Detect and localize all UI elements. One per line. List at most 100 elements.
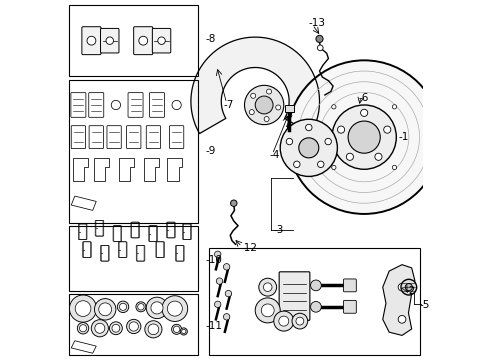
Bar: [69, 294, 198, 355]
Circle shape: [278, 316, 288, 326]
Circle shape: [264, 117, 268, 122]
Circle shape: [280, 119, 337, 176]
FancyBboxPatch shape: [284, 105, 293, 112]
Circle shape: [139, 36, 147, 45]
Text: -8: -8: [205, 34, 215, 44]
Circle shape: [258, 278, 276, 296]
Polygon shape: [190, 37, 319, 134]
Circle shape: [214, 301, 221, 307]
Circle shape: [244, 85, 283, 125]
Circle shape: [106, 37, 113, 44]
Circle shape: [391, 165, 396, 170]
Circle shape: [230, 200, 237, 206]
Circle shape: [255, 298, 280, 323]
Circle shape: [216, 278, 222, 284]
Circle shape: [250, 93, 255, 98]
Circle shape: [225, 291, 231, 297]
Circle shape: [223, 314, 229, 320]
Circle shape: [94, 298, 116, 320]
Circle shape: [167, 301, 182, 316]
FancyBboxPatch shape: [343, 300, 356, 313]
Circle shape: [249, 110, 254, 114]
Text: -5: -5: [419, 300, 429, 310]
FancyBboxPatch shape: [152, 28, 170, 53]
Circle shape: [383, 126, 390, 133]
Circle shape: [331, 105, 335, 109]
Text: -13: -13: [308, 18, 325, 28]
Circle shape: [275, 105, 280, 110]
Circle shape: [129, 322, 138, 331]
Circle shape: [360, 109, 367, 116]
Circle shape: [325, 138, 331, 145]
Circle shape: [261, 304, 274, 317]
Circle shape: [346, 153, 353, 160]
Circle shape: [148, 324, 159, 335]
Circle shape: [347, 121, 380, 153]
Circle shape: [223, 264, 229, 270]
Circle shape: [255, 96, 272, 114]
Circle shape: [331, 165, 335, 170]
Circle shape: [305, 124, 311, 131]
Circle shape: [337, 126, 344, 133]
Circle shape: [298, 138, 318, 158]
Bar: [69, 5, 198, 76]
Circle shape: [99, 303, 111, 316]
Circle shape: [310, 280, 321, 291]
Circle shape: [331, 105, 395, 169]
Text: -2: -2: [405, 286, 415, 296]
Text: -3: -3: [272, 225, 283, 235]
FancyBboxPatch shape: [133, 27, 152, 55]
Text: -1: -1: [397, 132, 407, 142]
Bar: [69, 226, 198, 291]
Circle shape: [400, 279, 416, 295]
Bar: [208, 248, 419, 355]
Circle shape: [180, 328, 187, 335]
Circle shape: [397, 283, 405, 291]
Text: -6: -6: [358, 93, 368, 103]
Circle shape: [95, 323, 104, 333]
Circle shape: [117, 301, 128, 312]
Circle shape: [112, 324, 120, 332]
Circle shape: [263, 283, 271, 292]
Circle shape: [87, 36, 96, 45]
Circle shape: [285, 138, 292, 145]
Circle shape: [136, 302, 145, 312]
Circle shape: [119, 303, 126, 310]
Circle shape: [391, 105, 396, 109]
Circle shape: [214, 251, 221, 257]
Text: -11: -11: [205, 321, 222, 332]
Circle shape: [162, 296, 187, 321]
Circle shape: [405, 284, 411, 291]
Circle shape: [291, 313, 307, 329]
Circle shape: [173, 326, 180, 333]
Circle shape: [126, 319, 141, 334]
FancyBboxPatch shape: [279, 272, 309, 320]
Circle shape: [317, 45, 323, 51]
Circle shape: [151, 302, 163, 314]
Circle shape: [295, 317, 303, 325]
Circle shape: [109, 322, 122, 335]
Circle shape: [75, 301, 91, 316]
Text: -10: -10: [205, 255, 222, 265]
FancyBboxPatch shape: [343, 279, 356, 292]
Circle shape: [273, 311, 293, 331]
Circle shape: [310, 301, 321, 312]
Circle shape: [293, 161, 300, 167]
FancyBboxPatch shape: [101, 28, 119, 53]
Circle shape: [146, 297, 167, 319]
Text: -9: -9: [205, 147, 215, 157]
Circle shape: [69, 295, 97, 322]
Text: -4: -4: [269, 150, 279, 160]
Circle shape: [317, 161, 324, 167]
Circle shape: [287, 60, 440, 214]
FancyBboxPatch shape: [81, 27, 101, 55]
Bar: [69, 80, 198, 223]
Circle shape: [80, 325, 86, 332]
Circle shape: [91, 320, 108, 337]
Circle shape: [374, 153, 381, 160]
Polygon shape: [382, 265, 414, 336]
Circle shape: [315, 35, 323, 42]
Circle shape: [77, 323, 88, 334]
Circle shape: [397, 315, 405, 323]
Circle shape: [138, 303, 144, 310]
